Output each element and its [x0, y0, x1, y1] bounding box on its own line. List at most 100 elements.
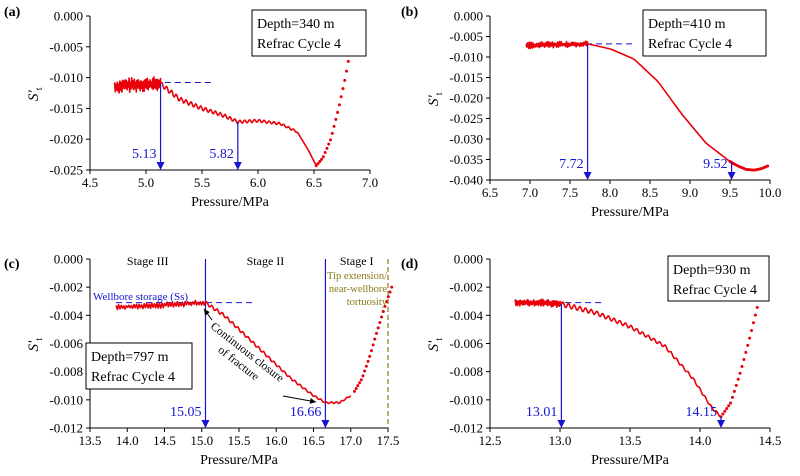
y-tick-label: -0.030 [449, 132, 483, 147]
closure-arrow-end [282, 395, 317, 404]
curve-point [366, 359, 370, 363]
y-axis-label: S't [426, 92, 445, 106]
curve-point [390, 285, 394, 289]
curve-point [725, 407, 729, 411]
x-tick-label: 12.5 [479, 433, 502, 448]
curve-point [361, 374, 365, 378]
x-axis-label: Pressure/MPa [200, 453, 279, 468]
curve-point [740, 365, 744, 369]
curve-point [746, 343, 750, 347]
legend-box-line: Refrac Cycle 4 [257, 37, 341, 52]
curve-point [748, 336, 752, 340]
y-tick-label: -0.002 [49, 280, 83, 295]
curve-point [320, 157, 324, 161]
curve-point [368, 354, 372, 358]
curve-point [729, 401, 733, 405]
legend-box-line: Refrac Cycle 4 [91, 370, 175, 385]
marker-label: 9.52 [703, 157, 728, 172]
curve-point [374, 331, 378, 335]
y-tick-label: 0.000 [54, 252, 83, 267]
legend-box [667, 255, 770, 302]
x-tick-label: 14.0 [116, 433, 139, 448]
x-tick-label: 13.5 [79, 433, 102, 448]
y-tick-label: -0.012 [49, 421, 83, 436]
curve-point [328, 138, 332, 142]
curve-point [323, 151, 327, 155]
x-tick-label: 14.0 [689, 433, 712, 448]
curve-point [346, 59, 350, 63]
x-tick-label: 8.0 [602, 185, 618, 200]
curve-point [738, 371, 742, 375]
x-tick-label: 16.0 [265, 433, 288, 448]
x-tick-label: 6.5 [306, 175, 322, 190]
marker-label: 5.82 [209, 147, 234, 162]
y-tick-label: -0.004 [49, 308, 83, 323]
x-tick-label: 16.5 [302, 433, 325, 448]
x-tick-label: 8.5 [642, 185, 658, 200]
x-tick-label: 10.0 [759, 185, 782, 200]
curve-point [363, 369, 367, 373]
curve-point [373, 337, 377, 341]
curve-series-2 [296, 131, 317, 167]
panel-label: (c) [4, 257, 20, 272]
x-tick-label: 15.5 [228, 433, 251, 448]
x-tick-label: 13.0 [549, 433, 572, 448]
marker-arrowhead [557, 420, 566, 428]
y-tick-label: -0.025 [449, 111, 483, 126]
y-tick-label: -0.040 [449, 173, 483, 188]
y-axis-label: S't [426, 338, 445, 352]
x-tick-label: 7.0 [362, 175, 378, 190]
curve-point [330, 131, 334, 135]
curve-point [730, 395, 734, 399]
stage-label: Stage I [340, 254, 374, 268]
y-axis-label-sub: t [434, 92, 445, 95]
x-tick-label: 9.0 [682, 185, 698, 200]
curve-point [364, 364, 368, 368]
x-tick-label: 5.5 [194, 175, 210, 190]
stage-label: Stage II [247, 254, 285, 268]
x-tick-label: 4.5 [82, 175, 98, 190]
y-tick-label: -0.012 [449, 421, 483, 436]
curve-point [732, 389, 736, 393]
panel-label: (d) [401, 257, 418, 272]
x-tick-label: 13.5 [619, 433, 642, 448]
curve-point [341, 87, 345, 91]
y-tick-label: -0.008 [449, 364, 483, 379]
curve-point [385, 300, 389, 304]
marker-arrowhead [201, 420, 210, 428]
curve-point [354, 387, 358, 391]
curve-point [343, 78, 347, 82]
curve-point [388, 290, 392, 294]
curve-point [332, 124, 336, 128]
y-tick-label: -0.010 [449, 392, 483, 407]
marker-arrowhead [717, 420, 725, 428]
curve-point [339, 95, 343, 99]
curve-point [371, 343, 375, 347]
curve-point [755, 305, 759, 309]
x-tick-label: 14.5 [759, 433, 782, 448]
y-tick-label: -0.035 [449, 152, 483, 167]
curve-point [321, 155, 325, 159]
stage-label: Stage III [127, 254, 169, 268]
marker-arrowhead [321, 420, 330, 428]
curve-point [766, 164, 770, 168]
marker-label: 15.05 [170, 405, 202, 420]
legend-box-line: Depth=797 m [91, 350, 169, 365]
legend-box-line: Refrac Cycle 4 [673, 283, 757, 298]
x-axis-label: Pressure/MPa [191, 195, 270, 210]
y-tick-label: -0.025 [49, 163, 83, 178]
marker-arrowhead [233, 162, 242, 170]
curve-point [359, 378, 363, 382]
curve-point [750, 328, 754, 332]
tip-extension-label: Tip extension/ [327, 271, 387, 282]
tip-extension-label: near-wellbore [329, 284, 387, 295]
y-tick-label: -0.005 [449, 29, 483, 44]
marker-label: 13.01 [526, 405, 558, 420]
curve-point [734, 383, 738, 387]
x-axis-label: Pressure/MPa [591, 205, 670, 220]
y-axis-label-main: S' [26, 340, 42, 352]
tip-extension-label: tortuosity [347, 297, 388, 308]
curve-series-0 [525, 40, 589, 50]
curve-series-1 [159, 81, 298, 134]
